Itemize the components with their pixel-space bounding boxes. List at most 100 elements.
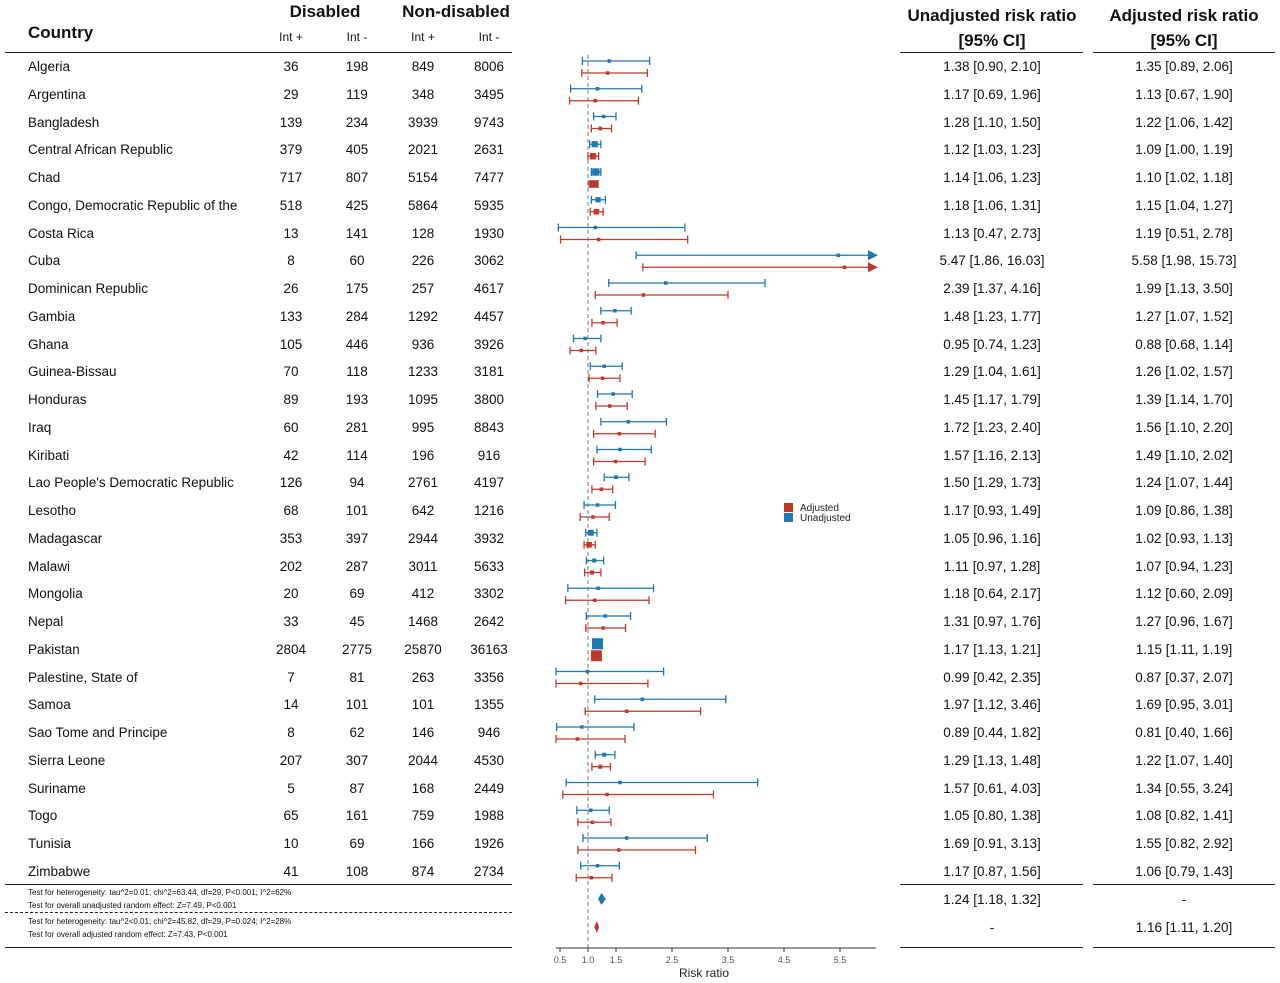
adjusted-rr-value: 1.26 [1.02, 1.57] — [1135, 364, 1233, 380]
adjusted-rr-value: 1.08 [0.82, 1.41] — [1135, 808, 1233, 824]
adjusted-point-estimate — [578, 681, 583, 686]
nondisabled-int-plus-value: 168 — [411, 780, 435, 796]
country-name: Bangladesh — [28, 114, 100, 130]
nondisabled-int-minus-value: 2642 — [473, 614, 505, 629]
nondisabled-int-minus-value: 946 — [477, 725, 501, 740]
unadjusted-ci-arrow — [868, 250, 878, 261]
nondisabled-int-plus-value: 2021 — [407, 142, 439, 158]
unadjusted-point-estimate — [592, 168, 600, 176]
country-name: Madagascar — [28, 530, 103, 546]
unadjusted-rr-value: 1.57 [0.61, 4.03] — [943, 780, 1041, 796]
pooled-unadjusted-adj-dash: - — [1181, 892, 1187, 907]
adjusted-point-estimate — [598, 764, 603, 769]
nondisabled-int-plus-value: 5154 — [407, 170, 439, 185]
header-rule-left — [5, 52, 512, 53]
disabled-int-minus-value: 62 — [349, 725, 365, 740]
adjusted-point-estimate — [601, 321, 605, 325]
disabled-int-minus-value: 281 — [345, 419, 369, 435]
disabled-int-minus-value: 161 — [345, 808, 369, 824]
adjusted-rr-value: 1.09 [0.86, 1.38] — [1135, 503, 1233, 518]
country-name: Suriname — [28, 780, 86, 796]
nondisabled-int-minus-value: 9743 — [473, 114, 505, 130]
unadjusted-point-estimate — [593, 225, 598, 230]
unadjusted-rr-value: 1.13 [0.47, 2.73] — [943, 225, 1041, 241]
unadjusted-point-estimate — [592, 558, 597, 563]
unadjusted-rr-value: 1.05 [0.80, 1.38] — [943, 808, 1041, 824]
adjusted-point-estimate — [590, 820, 595, 824]
nondisabled-int-plus-value: 348 — [411, 86, 435, 102]
adjusted-point-estimate — [596, 237, 601, 242]
nondisabled-int-plus-value: 101 — [411, 697, 435, 713]
nondisabled-int-plus-value: 3011 — [408, 558, 438, 574]
nondisabled-int-minus-value: 2734 — [473, 863, 505, 879]
disabled-int-minus-value: 193 — [345, 392, 369, 407]
unadjusted-rr-value: 1.48 [1.23, 1.77] — [943, 308, 1041, 324]
disabled-int-minus-value: 175 — [345, 281, 369, 296]
nondisabled-int-minus-value: 3932 — [473, 530, 505, 546]
unadjusted-rr-value: 0.99 [0.42, 2.35] — [943, 669, 1041, 685]
adjusted-rr-value: 1.27 [0.96, 1.67] — [1135, 614, 1233, 629]
unadjusted-rr-value: 1.38 [0.90, 2.10] — [943, 59, 1041, 74]
nondisabled-int-minus-value: 7477 — [473, 170, 505, 185]
disabled-int-plus-value: 105 — [279, 336, 303, 352]
unadjusted-point-estimate — [580, 725, 584, 729]
adjusted-rr-value: 1.15 [1.11, 1.19] — [1135, 641, 1233, 657]
country-name: Pakistan — [28, 641, 80, 657]
disabled-int-plus-value: 353 — [279, 530, 303, 546]
unadjusted-point-estimate — [595, 197, 601, 203]
nondisabled-int-minus-value: 4617 — [473, 281, 505, 296]
unadjusted-point-estimate — [595, 864, 600, 868]
unadjusted-rr-value: 1.29 [1.04, 1.61] — [943, 364, 1041, 380]
disabled-int-minus-value: 87 — [349, 780, 365, 796]
unadjusted-rr-value: 1.18 [1.06, 1.31] — [943, 197, 1041, 213]
unadjusted-rr-value: 1.17 [1.13, 1.21] — [943, 641, 1041, 657]
rows-end-rule-unadj — [900, 884, 1083, 885]
nondisabled-int-minus-value: 1216 — [473, 503, 505, 518]
disabled-int-plus-value: 26 — [283, 281, 299, 296]
adjusted-point-estimate — [624, 709, 629, 713]
nondisabled-int-plus-value: 3939 — [407, 114, 439, 130]
nondisabled-int-plus-value: 2044 — [407, 752, 439, 768]
nondisabled-int-plus-value: 412 — [411, 586, 435, 602]
nondisabled-int-minus-value: 916 — [477, 447, 501, 463]
disabled-int-minus-value: 446 — [345, 336, 369, 352]
country-name: Kiribati — [28, 447, 70, 463]
disabled-int-plus-value: 89 — [283, 392, 299, 407]
adjusted-rr-value: 0.81 [0.40, 1.66] — [1135, 725, 1233, 740]
unadjusted-point-estimate — [613, 309, 617, 313]
adjusted-rr-value: 1.22 [1.07, 1.40] — [1135, 752, 1233, 768]
unadjusted-point-estimate — [587, 529, 594, 536]
disabled-int-minus-header: Int - — [346, 30, 368, 44]
nondisabled-int-minus-value: 1988 — [473, 808, 505, 824]
adjusted-point-estimate — [593, 208, 600, 215]
country-name: Guinea-Bissau — [28, 364, 117, 380]
adjusted-rr-value: 1.15 [1.04, 1.27] — [1135, 197, 1233, 213]
adjusted-rr-value: 1.35 [0.89, 2.06] — [1135, 59, 1233, 74]
unadjusted-point-estimate — [618, 780, 622, 785]
x-tick-label: 1.0 — [582, 955, 595, 965]
adjusted-rr-value: 1.56 [1.10, 2.20] — [1135, 419, 1233, 435]
country-name: Iraq — [28, 419, 52, 435]
disabled-int-minus-value: 119 — [346, 86, 368, 102]
disabled-int-plus-value: 41 — [283, 863, 299, 879]
pooled-adjusted-diamond — [594, 921, 600, 933]
disabled-int-minus-value: 425 — [345, 197, 369, 213]
country-name: Zimbabwe — [28, 863, 91, 879]
unadjusted-rr-value: 1.69 [0.91, 3.13] — [943, 836, 1041, 851]
adjusted-point-estimate — [593, 99, 598, 103]
unadjusted-rr-value: 5.47 [1.86, 16.03] — [939, 253, 1045, 269]
disabled-int-minus-value: 397 — [345, 530, 369, 546]
unadjusted-overall-effect-note: Test for overall unadjusted random effec… — [28, 901, 237, 910]
unadjusted-point-estimate — [601, 114, 606, 119]
x-axis-title: Risk ratio — [679, 966, 729, 980]
unadjusted-rr-value: 1.17 [0.69, 1.96] — [943, 86, 1041, 102]
adjusted-ci-header: [95% CI] — [1150, 31, 1218, 50]
unadjusted-point-estimate — [602, 752, 607, 757]
nondisabled-int-minus-value: 2631 — [473, 142, 505, 158]
unadjusted-heterogeneity-note: Test for heterogeneity: tau^2=0.01; chi^… — [28, 888, 292, 897]
unadjusted-point-estimate — [836, 253, 841, 257]
country-name: Lesotho — [28, 503, 77, 518]
nondisabled-int-plus-value: 1292 — [407, 308, 439, 324]
disabled-int-plus-value: 7 — [287, 669, 295, 685]
disabled-int-minus-value: 60 — [349, 253, 365, 269]
